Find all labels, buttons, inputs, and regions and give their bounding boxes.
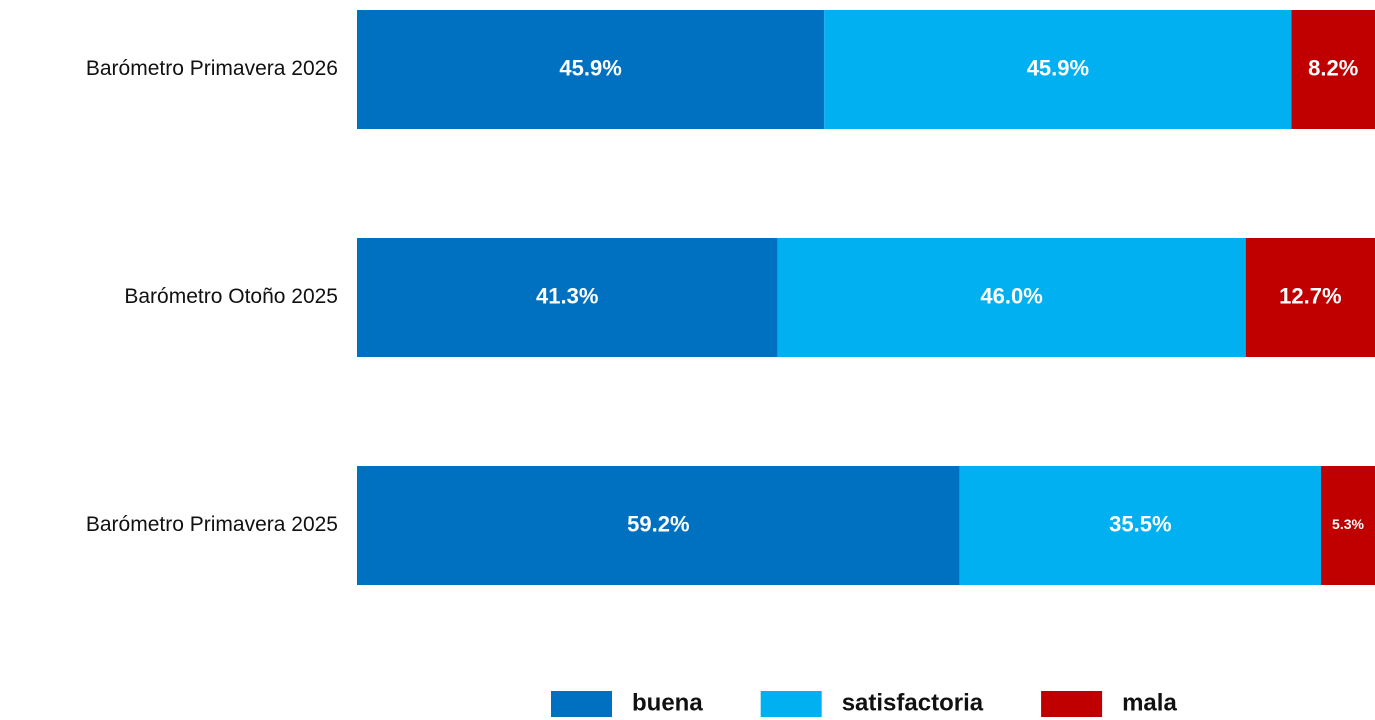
bar-segment [357, 238, 778, 357]
bar-segment [1291, 10, 1375, 129]
legend-label: satisfactoria [842, 689, 984, 716]
bar-segment [357, 466, 960, 585]
bar-segment [824, 10, 1292, 129]
bar-segment [777, 238, 1246, 357]
value-label: 41.3% [536, 283, 598, 308]
legend-label: buena [632, 689, 703, 716]
category-label: Barómetro Primavera 2025 [86, 513, 338, 536]
legend-swatch [551, 691, 612, 717]
value-label: 35.5% [1109, 511, 1171, 536]
value-label: 59.2% [627, 511, 689, 536]
value-label: 45.9% [1027, 55, 1089, 80]
legend-swatch [760, 691, 822, 717]
category-label: Barómetro Otoño 2025 [124, 285, 338, 308]
bar-segment [357, 10, 825, 129]
bar-segment [1245, 238, 1375, 357]
value-label: 45.9% [559, 55, 621, 80]
value-label: 46.0% [980, 283, 1042, 308]
value-label: 12.7% [1279, 283, 1341, 308]
legend-swatch [1041, 691, 1103, 717]
legend-label: mala [1122, 689, 1177, 716]
bar-segment [959, 466, 1322, 585]
category-label: Barómetro Primavera 2026 [86, 57, 338, 80]
bar-segment [1321, 466, 1375, 585]
value-label: 5.3% [1332, 516, 1364, 532]
value-label: 8.2% [1308, 55, 1358, 80]
